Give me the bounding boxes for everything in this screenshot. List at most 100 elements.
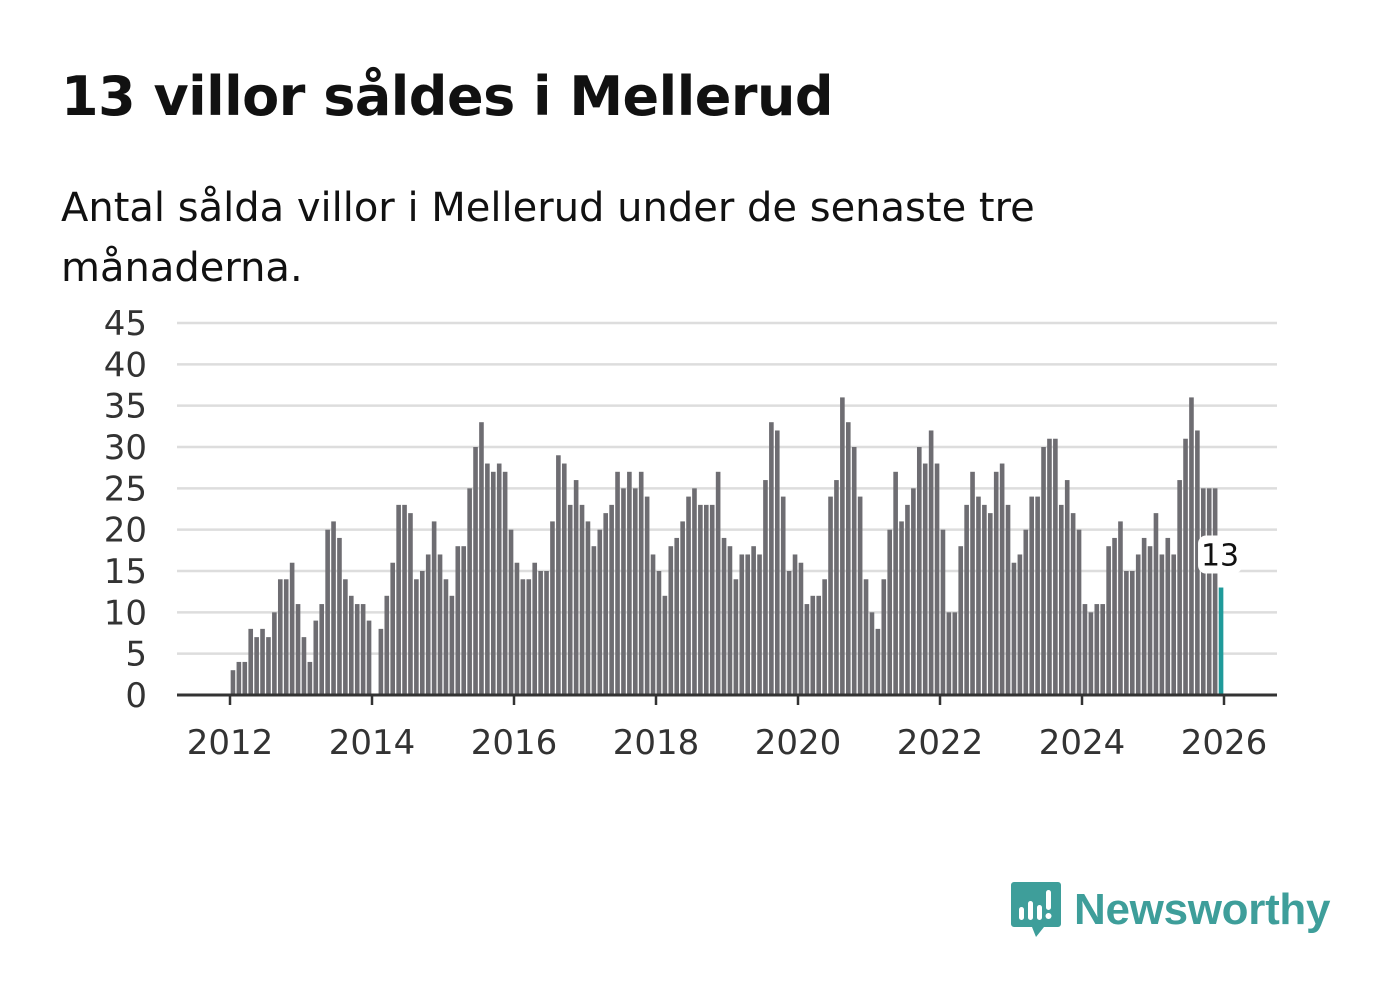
bar [360, 604, 366, 695]
x-tick-label: 2016 [471, 723, 558, 763]
bar [277, 579, 283, 695]
bar [621, 488, 626, 695]
x-tick-label: 2018 [613, 723, 700, 763]
bar [928, 430, 934, 695]
grid-lines [177, 321, 1277, 655]
bar [987, 513, 993, 695]
bar [993, 471, 999, 695]
x-axis-ticks [228, 695, 1226, 705]
bar [425, 554, 431, 695]
bar [431, 521, 437, 695]
bar [1177, 480, 1182, 695]
bar [408, 513, 413, 695]
bar [301, 637, 307, 695]
bar [230, 670, 236, 695]
bar [680, 521, 685, 695]
bar [822, 579, 827, 695]
bar [272, 612, 277, 695]
x-axis-labels: 2012 2014 2016 2018 2020 2022 2024 2026 [187, 723, 1268, 763]
bar [934, 463, 940, 695]
bar [857, 496, 863, 695]
bar [532, 562, 538, 695]
bar [455, 546, 461, 695]
bar [644, 496, 650, 695]
bar [579, 504, 585, 695]
newsworthy-logo: Newsworthy [1010, 878, 1330, 942]
bar [982, 504, 987, 695]
bar [479, 422, 484, 695]
bar [709, 504, 715, 695]
callout-background [1198, 535, 1243, 574]
bar [780, 496, 786, 695]
bar [863, 579, 869, 695]
bar [603, 513, 609, 695]
bar [662, 595, 668, 695]
bar [508, 529, 514, 695]
bar [757, 554, 762, 695]
bar [1094, 604, 1100, 695]
bar [496, 463, 502, 695]
bar [1124, 571, 1129, 695]
bar [295, 604, 301, 695]
bar [905, 504, 910, 695]
bar [585, 521, 591, 695]
bar [437, 554, 443, 695]
chart-title: 13 villor såldes i Mellerud [61, 65, 834, 128]
bar [893, 471, 898, 695]
bar [1129, 571, 1135, 695]
x-tick-label: 2026 [1181, 723, 1268, 763]
bar [248, 628, 254, 695]
bar [1165, 537, 1171, 695]
bar [414, 579, 419, 695]
bar [254, 637, 259, 695]
bar [952, 612, 958, 695]
bar [840, 397, 845, 695]
bar [828, 496, 833, 695]
bar [733, 579, 739, 695]
bar [739, 554, 745, 695]
bar [443, 579, 449, 695]
bar [1017, 554, 1023, 695]
bar [1118, 521, 1123, 695]
bar [615, 471, 620, 695]
bar [940, 529, 946, 695]
bar [490, 471, 496, 695]
bar [1070, 513, 1076, 695]
bar [1135, 554, 1141, 695]
y-tick-label: 0 [125, 676, 147, 716]
bar [845, 422, 851, 695]
bar [520, 579, 526, 695]
bar [786, 571, 792, 695]
bar [337, 537, 342, 695]
bar [485, 463, 490, 695]
bar [774, 430, 780, 695]
bar [514, 562, 520, 695]
bar [343, 579, 348, 695]
bar [1212, 488, 1218, 695]
brand-name: Newsworthy [1074, 885, 1331, 934]
y-tick-label: 40 [104, 345, 147, 385]
bar [473, 447, 478, 695]
bar [721, 537, 727, 695]
bar [650, 554, 656, 695]
y-tick-label: 5 [125, 635, 147, 675]
y-tick-label: 25 [104, 469, 147, 509]
bar [266, 637, 271, 695]
x-tick-label: 2020 [755, 723, 842, 763]
bar [1023, 529, 1029, 695]
bar [567, 504, 573, 695]
bar [881, 579, 887, 695]
bar [384, 595, 390, 695]
bar [751, 546, 756, 695]
bar [668, 546, 674, 695]
bar [887, 529, 893, 695]
bar [609, 504, 614, 695]
bar [692, 488, 697, 695]
bar [1195, 430, 1200, 695]
bar [236, 661, 242, 695]
bar [763, 480, 768, 695]
bar [638, 471, 644, 695]
bar [313, 620, 319, 695]
bar [1106, 546, 1111, 695]
bar [632, 488, 638, 695]
